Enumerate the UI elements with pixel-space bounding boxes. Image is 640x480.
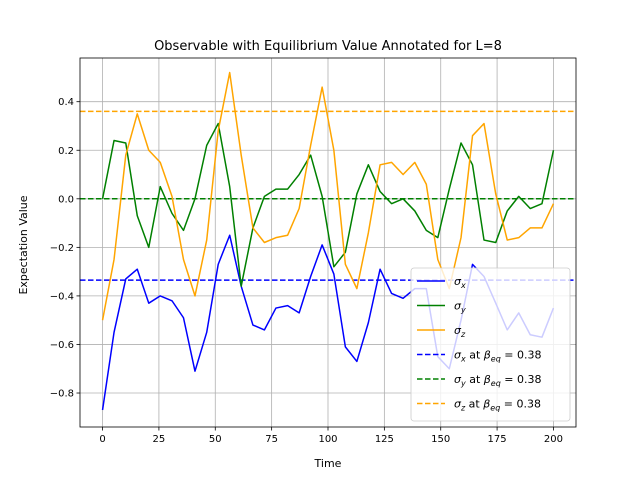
x-tick-label: 25 (153, 434, 166, 445)
series-line-1 (101, 122, 555, 287)
x-tick-label: 200 (544, 434, 563, 445)
legend-box (410, 267, 571, 422)
y-tick-label: −0.4 (50, 291, 74, 302)
x-tick-label: 175 (488, 434, 507, 445)
x-tick-label: 100 (318, 434, 337, 445)
x-tick-label: 50 (209, 434, 222, 445)
series-line-2 (101, 71, 555, 321)
legend-label-3: σx at βeq = 0.38 (454, 349, 542, 364)
legend-label-1: σy (454, 300, 466, 315)
x-tick-label: 125 (375, 434, 394, 445)
legend-label-5: σz at βeq = 0.38 (454, 398, 541, 413)
legend-label-2: σz (454, 324, 466, 339)
plot-area: 0 25 50 75 100 125 150 175 200 −0.8 −0.6 −0.4 −0.2 0.… (50, 57, 577, 445)
legend: σx σy σz σx at βeq = 0.38 σy at βeq = 0.38 σz… (410, 267, 571, 422)
y-tick-label: 0.4 (58, 97, 74, 108)
legend-label-0: σx (454, 275, 466, 290)
x-tick-label: 0 (99, 434, 105, 445)
y-tick-label: 0.0 (58, 194, 74, 205)
y-tick-label: −0.6 (50, 340, 74, 351)
x-tick-label: 75 (265, 434, 278, 445)
y-tick-label: −0.2 (50, 243, 74, 254)
x-axis-label: Time (314, 457, 342, 470)
y-axis-label: Expectation Value (17, 195, 30, 294)
y-tick-label: −0.8 (50, 389, 74, 400)
legend-label-4: σy at βeq = 0.38 (454, 373, 542, 388)
x-tick-label: 150 (431, 434, 450, 445)
chart-title: Observable with Equilibrium Value Annota… (154, 39, 502, 54)
y-tick-label: 0.2 (58, 146, 74, 157)
